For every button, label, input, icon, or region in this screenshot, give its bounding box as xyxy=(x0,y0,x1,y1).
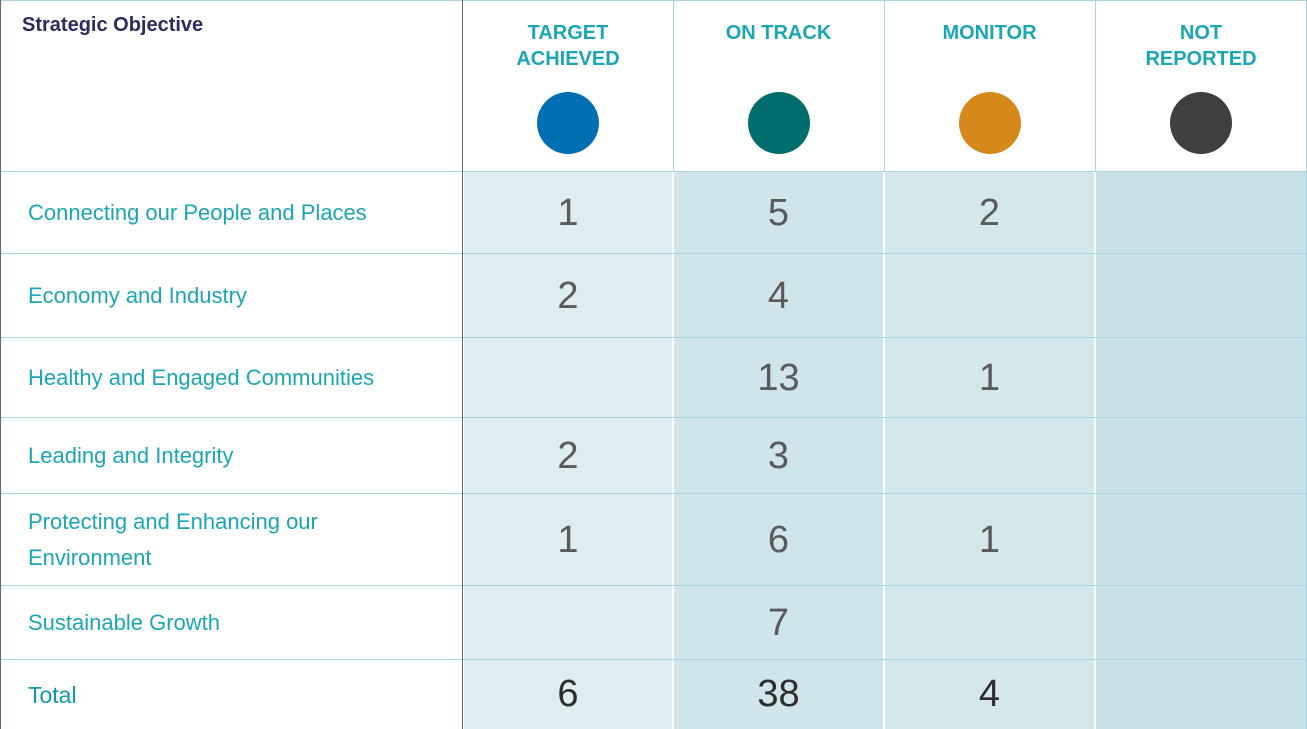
count: 13 xyxy=(757,356,800,399)
top-border xyxy=(0,0,1307,1)
row-label: Connecting our People and Places xyxy=(28,200,367,225)
status-label: MONITOR xyxy=(942,22,1037,44)
status-dot xyxy=(958,92,1021,154)
count: 1 xyxy=(557,518,579,561)
row-label: Protecting and Enhancing our Environment xyxy=(28,509,318,570)
status-dot xyxy=(747,92,810,154)
count: 1 xyxy=(978,356,1001,399)
row-label: Healthy and Engaged Communities xyxy=(28,365,375,390)
column-border xyxy=(462,0,463,729)
header-divider xyxy=(1095,0,1096,172)
count: 38 xyxy=(757,673,800,715)
status-dot xyxy=(1170,92,1232,154)
row-label: Economy and Industry xyxy=(28,283,247,308)
status-label: TARGET ACHIEVED xyxy=(516,22,620,70)
column-shade xyxy=(1096,172,1306,729)
count: 1 xyxy=(978,518,1001,561)
row-border xyxy=(0,253,1307,254)
column-border xyxy=(0,0,1,729)
count: 6 xyxy=(557,673,579,715)
row-border xyxy=(0,659,1307,660)
status-label: NOT REPORTED xyxy=(1145,22,1257,70)
status-label: ON TRACK xyxy=(725,22,832,44)
header-divider xyxy=(884,0,885,172)
row-label: Leading and Integrity xyxy=(28,443,234,468)
row-label: Sustainable Growth xyxy=(28,610,220,635)
count: 4 xyxy=(978,673,1001,715)
count: 1 xyxy=(557,191,579,234)
header-divider xyxy=(673,0,674,172)
count: 5 xyxy=(767,191,790,234)
count: 2 xyxy=(557,274,579,317)
total-label: Total xyxy=(28,681,77,708)
count: 3 xyxy=(767,434,790,477)
header-label: Strategic Objective xyxy=(22,13,204,36)
column-shade xyxy=(674,172,883,729)
column-shade xyxy=(464,172,672,729)
row-border xyxy=(0,337,1307,338)
row-border xyxy=(0,171,1307,172)
count: 6 xyxy=(767,518,790,561)
count: 2 xyxy=(978,191,1001,234)
row-border xyxy=(0,493,1307,494)
count: 7 xyxy=(767,601,790,644)
count: 2 xyxy=(557,434,579,477)
row-border xyxy=(0,417,1307,418)
count: 4 xyxy=(767,274,790,317)
status-dot xyxy=(537,92,599,154)
row-border xyxy=(0,585,1307,586)
column-shade xyxy=(885,172,1094,729)
